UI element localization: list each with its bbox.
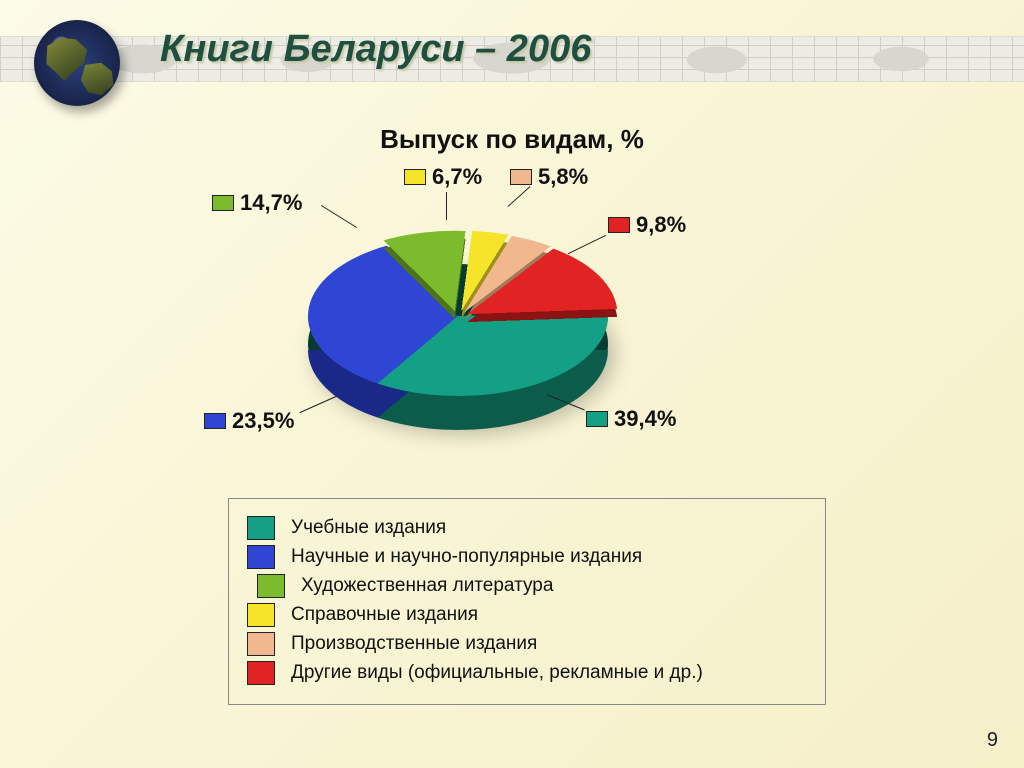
page-number: 9	[987, 729, 998, 752]
legend-item-lit: Художественная литература	[247, 574, 807, 598]
pct-text: 5,8%	[538, 164, 588, 189]
pie-top	[308, 236, 608, 396]
swatch-lit-icon	[212, 195, 234, 211]
legend-label: Производственные издания	[291, 633, 537, 655]
legend-swatch-icon	[247, 632, 275, 656]
pct-label-edu: 39,4%	[586, 406, 676, 432]
swatch-ref-icon	[404, 169, 426, 185]
legend-label: Справочные издания	[291, 604, 478, 626]
slide: Книги Беларуси – 2006 Выпуск по видам, %…	[0, 0, 1024, 768]
swatch-prod-icon	[510, 169, 532, 185]
legend-item-ref: Справочные издания	[247, 603, 807, 627]
legend-swatch-icon	[257, 574, 285, 598]
legend-item-prod: Производственные издания	[247, 632, 807, 656]
pct-text: 6,7%	[432, 164, 482, 189]
legend-swatch-icon	[247, 545, 275, 569]
legend-label: Художественная литература	[301, 575, 553, 597]
legend-label: Научные и научно-популярные издания	[291, 546, 642, 568]
pct-label-prod: 5,8%	[510, 164, 588, 190]
legend-swatch-icon	[247, 661, 275, 685]
slide-title: Книги Беларуси – 2006	[160, 28, 591, 71]
legend-item-other: Другие виды (официальные, рекламные и др…	[247, 661, 807, 685]
legend-swatch-icon	[247, 516, 275, 540]
legend-box: Учебные издания Научные и научно-популяр…	[228, 498, 826, 705]
leader-line	[321, 205, 357, 228]
pct-text: 39,4%	[614, 406, 676, 431]
swatch-sci-icon	[204, 413, 226, 429]
swatch-other-icon	[608, 217, 630, 233]
chart-title: Выпуск по видам, %	[0, 124, 1024, 155]
pct-label-other: 9,8%	[608, 212, 686, 238]
pct-label-lit: 14,7%	[212, 190, 302, 216]
leader-line	[300, 396, 337, 413]
pct-label-ref: 6,7%	[404, 164, 482, 190]
legend-swatch-icon	[247, 603, 275, 627]
pie-chart: 39,4% 23,5% 14,7% 6,7% 5,8% 9,8%	[258, 190, 638, 450]
leader-line	[446, 192, 449, 220]
legend-label: Другие виды (официальные, рекламные и др…	[291, 662, 703, 684]
swatch-edu-icon	[586, 411, 608, 427]
pct-label-sci: 23,5%	[204, 408, 294, 434]
globe-icon	[34, 20, 120, 106]
legend-label: Учебные издания	[291, 517, 446, 539]
title-bar: Книги Беларуси – 2006	[0, 20, 1024, 98]
legend-item-sci: Научные и научно-популярные издания	[247, 545, 807, 569]
pct-text: 9,8%	[636, 212, 686, 237]
legend-item-edu: Учебные издания	[247, 516, 807, 540]
pct-text: 14,7%	[240, 190, 302, 215]
pct-text: 23,5%	[232, 408, 294, 433]
